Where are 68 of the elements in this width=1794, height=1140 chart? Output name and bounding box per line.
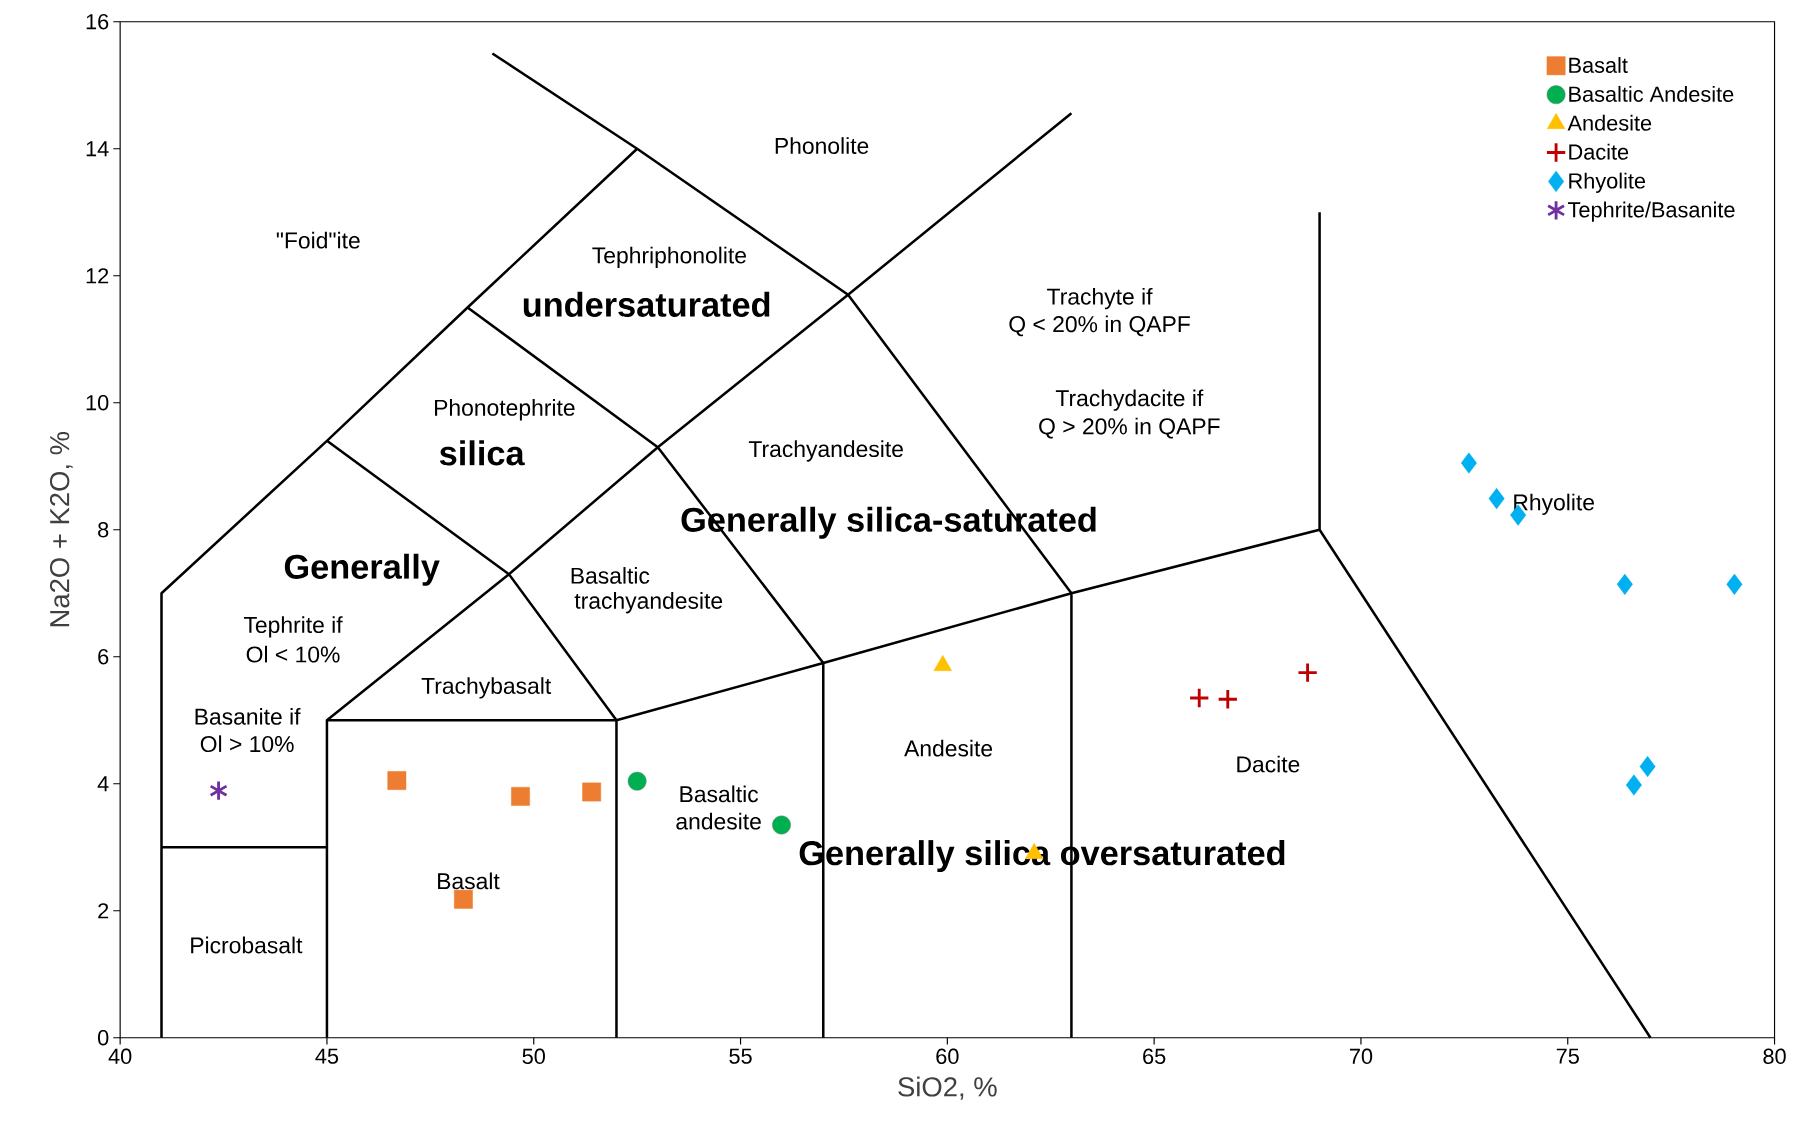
annotation: Phonolite [775, 137, 869, 155]
annotation: Trachybasalt [421, 677, 552, 699]
x-tick-label: 55 [729, 1048, 752, 1065]
y-tick-label: 2 [98, 903, 109, 919]
legend-label: Dacite [1569, 143, 1629, 160]
annotation: Picrobasalt [191, 936, 303, 954]
annotation: Q < 20% in QAPF [1009, 315, 1190, 337]
legend-label: Tephrite/Basanite [1568, 201, 1735, 223]
annotation: Tephriphonolite [592, 246, 746, 269]
legend-label: Basaltic Andesite [1569, 86, 1734, 103]
annotation: undersaturated [523, 291, 770, 318]
x-tick-label: 70 [1349, 1048, 1373, 1065]
annotation: Rhyolite [1514, 493, 1594, 516]
y-tick-label: 12 [86, 268, 109, 284]
annotation: "Foid"ite [276, 231, 360, 249]
point [1625, 774, 1642, 796]
annotation: Trachyte if [1047, 288, 1153, 310]
annotation: Trachyandesite [748, 440, 903, 462]
y-tick-label: 16 [86, 14, 109, 30]
y-tick-label: 4 [97, 776, 109, 792]
point [387, 771, 407, 791]
point [1188, 687, 1210, 709]
annotation: Q > 20% in QAPF [1039, 417, 1220, 439]
annotation: andesite [676, 813, 761, 830]
x-axis-title: SiO2, % [898, 1076, 997, 1101]
y-axis-title: Na2O + K2O, % [49, 432, 73, 627]
annotation: silica [439, 440, 525, 466]
annotation: Trachydacite if [1055, 389, 1204, 412]
legend-label: Basalt [1569, 57, 1628, 74]
point [209, 780, 228, 802]
point [772, 815, 791, 835]
x-tick-label: 60 [936, 1048, 959, 1065]
annotation: Basanite if [195, 708, 301, 726]
x-tick-label: 65 [1143, 1048, 1166, 1065]
annotation: Dacite [1237, 755, 1300, 773]
annotation: Basalt [438, 872, 500, 890]
point [1460, 452, 1477, 474]
y-tick-label: 10 [86, 395, 109, 411]
point [454, 890, 473, 909]
point [511, 787, 530, 807]
annotation: Ol > 10% [200, 735, 294, 753]
legend-label: Rhyolite [1569, 172, 1646, 194]
point [1639, 756, 1656, 778]
annotation: Tephrite if [243, 616, 343, 638]
point [582, 782, 602, 802]
x-tick-label: 45 [315, 1048, 339, 1065]
y-tick-label: 6 [98, 649, 109, 665]
x-tick-label: 80 [1763, 1048, 1786, 1065]
point [1297, 662, 1319, 684]
point [1616, 574, 1633, 596]
x-tick-label: 75 [1556, 1048, 1579, 1065]
annotation: Generally [284, 553, 440, 586]
annotation: Basaltic [680, 785, 759, 803]
point [627, 772, 647, 791]
y-tick-label: 14 [86, 141, 109, 157]
y-tick-label: 8 [98, 522, 109, 538]
point [1217, 688, 1239, 711]
point [1488, 488, 1505, 510]
x-tick-label: 50 [522, 1048, 545, 1065]
annotation: trachyandesite [574, 592, 723, 614]
annotation: Phonotephrite [435, 399, 575, 421]
annotation: Ol < 10% [246, 646, 340, 663]
annotation: Basaltic [571, 567, 650, 585]
point [1726, 574, 1743, 596]
y-tick-label: 0 [97, 1030, 109, 1046]
x-tick-label: 40 [108, 1048, 132, 1065]
annotation: Andesite [904, 739, 993, 757]
legend-label: Andesite [1567, 115, 1652, 132]
